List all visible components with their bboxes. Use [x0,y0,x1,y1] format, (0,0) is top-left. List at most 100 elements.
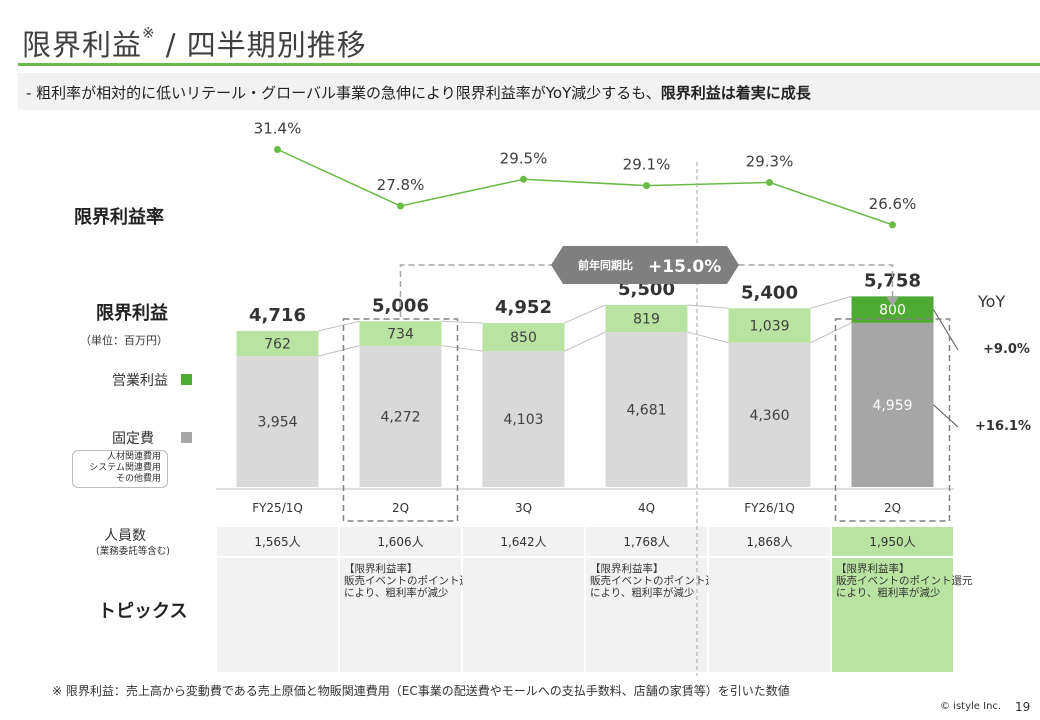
legend-operating-swatch [181,374,192,385]
callout-label: 前年同期比 [578,258,633,272]
rate-point [643,182,650,190]
subtitle: - 粗利率が相対的に低いリテール・グローバル事業の急伸により限界利益率がYoY減… [26,82,811,103]
x-tick-label: FY26/1Q [744,501,795,515]
bar-profit-label: 734 [387,326,414,342]
callout-bracket [399,264,894,317]
page-title: 限界利益※ / 四半期別推移 [22,22,367,64]
connector-fixed [810,322,852,344]
footnote: ※ 限界利益：売上高から変動費である売上原価と物販関連費用（EC事業の配送費やモ… [52,684,790,698]
bar-fixed-cost [359,345,442,487]
headcount-cell [217,527,338,556]
headcount-value: 1,768人 [623,535,669,549]
bar-fixed-cost [605,332,688,487]
title-rest: / 四半期別推移 [155,28,367,62]
rate-label: 29.5% [500,149,548,167]
topics-label: トピックス [98,601,188,622]
bar-total-label: 5,500 [618,279,675,300]
title-rule [18,63,1040,66]
bar-total-label: 5,758 [864,270,921,291]
topic-text: により、粗利率が減少 [590,586,694,599]
rate-label: 29.3% [746,152,794,170]
yoy-profit-value: +9.0% [983,342,1030,357]
fixed-breakdown-item: システム関連費用 [89,463,161,473]
topic-cell [340,558,461,672]
bar-fixed-label: 3,954 [257,415,297,431]
bar-fixed-label: 4,103 [503,412,543,428]
connector-profit [687,304,729,309]
bar-operating-profit [605,304,688,333]
bar-total-label: 4,716 [249,305,306,326]
yoy-fixed-value: +16.1% [975,419,1031,434]
headcount-cell [709,527,830,556]
legend-operating-label: 営業利益 [112,373,168,389]
topic-text: 【限界利益率】 [590,562,664,575]
bar-fixed-label: 4,360 [749,408,789,424]
fixed-breakdown-item: その他費用 [115,474,161,484]
connector-fixed [564,331,606,352]
connector-profit [564,304,606,324]
headcount-cell [832,527,953,556]
comparison-box [834,318,951,522]
table-layer: FY25/1Q 1,565人 2Q 1,606人【限界利益率】販売イベントのポイント還… [216,488,973,672]
rate-label: 31.4% [254,119,302,137]
bar-fixed-cost [482,351,565,487]
rate-point [766,178,773,186]
bar-fixed-label: 4,681 [626,403,666,419]
x-tick-label: 4Q [638,501,655,515]
yoy-profit-leader [933,309,959,351]
bar-operating-profit [482,323,565,352]
connector-profit [810,295,852,309]
bar-fixed-label: 4,272 [380,409,420,425]
topic-cell [586,558,707,672]
bar-profit-label: 800 [879,303,906,319]
subtitle-bold: 限界利益は着実に成長 [660,84,811,102]
fixed-breakdown-item: 人材関連費用 [106,452,161,462]
rate-point [520,175,527,183]
connector-fixed [687,331,729,344]
bar-fixed-cost [728,342,811,487]
bar-fixed-label: 4,959 [872,398,912,414]
x-tick-label: 2Q [392,501,409,515]
bar-fixed-cost [851,322,934,487]
headcount-value: 1,565人 [254,535,300,549]
bar-profit-label: 762 [264,337,291,353]
bar-total-label: 5,400 [741,282,798,303]
topic-cell [832,558,953,672]
topic-text: 【限界利益率】 [836,562,910,575]
topic-cell [709,558,830,672]
bar-profit-label: 850 [510,330,537,346]
rate-line-layer: 31.4% 27.8% 29.5% 29.1% 29.3% 26.6% [254,119,916,229]
bar-operating-profit [359,321,442,346]
bar-total-label: 4,952 [495,297,552,318]
bar-profit-label: 819 [633,312,660,328]
headcount-value: 1,950人 [869,535,915,549]
page-number: 19 [1015,700,1031,714]
bar-fixed-cost [236,356,319,487]
bar-operating-profit [728,308,811,343]
topic-text: 販売イベントのポイント還元 [590,574,727,587]
rate-point [889,221,896,229]
x-tick-label: FY25/1Q [252,501,303,515]
marginal-profit-label: 限界利益 [96,303,168,324]
comparison-box [342,318,459,522]
callout-badge [551,246,739,284]
rate-point [274,145,281,153]
rate-label: 27.8% [377,176,425,194]
connector-profit [441,320,483,324]
headcount-label: 人員数 [104,528,146,544]
topic-text: 販売イベントのポイント還元 [836,574,973,587]
x-tick-label: 2Q [884,501,901,515]
rate-line [277,148,893,226]
subtitle-band [18,73,1040,110]
bars-layer: 3,9547624,7164,2727345,0064,1038504,9524… [236,270,934,487]
topic-text: により、粗利率が減少 [344,586,448,599]
headcount-cell [586,527,707,556]
legend-fixed-swatch [181,432,192,443]
yoy-fixed-leader [933,404,959,428]
callout-value: +15.0% [648,257,721,277]
unit-label: （単位：百万円） [80,334,168,347]
headcount-note: (業務委託等含む) [96,546,170,557]
headcount-value: 1,868人 [746,535,792,549]
topic-cell [217,558,338,672]
headcount-cell [340,527,461,556]
